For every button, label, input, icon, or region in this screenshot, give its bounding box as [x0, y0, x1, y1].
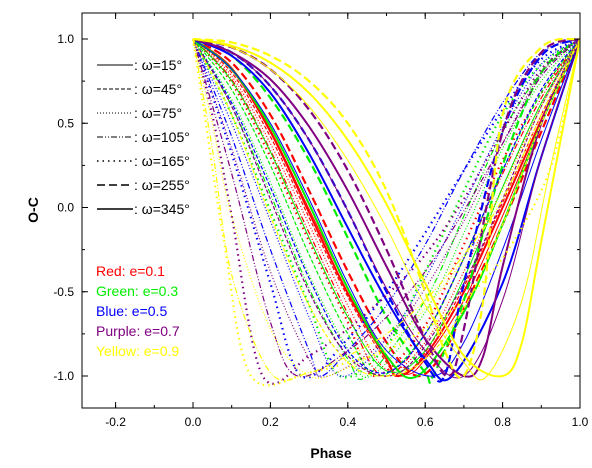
x-tick-label: 0.2 [262, 415, 279, 429]
series-e01-w345 [192, 38, 580, 378]
series-e05-w45 [192, 38, 580, 374]
x-tick-label: 0.6 [417, 415, 434, 429]
series-e03-w345 [192, 38, 580, 379]
series-e07-w105 [192, 38, 580, 378]
y-tick-label: -1.0 [53, 369, 74, 383]
series-e09-w45 [192, 38, 580, 377]
x-axis: -0.2 0.0 0.2 0.4 0.6 0.8 1.0 [105, 13, 589, 429]
eccentricity-legend: Red: e=0.1 Green: e=0.3 Blue: e=0.5 Purple:… [96, 263, 180, 359]
series-e03-w45 [192, 38, 580, 377]
series-e05-w165 [191, 38, 580, 379]
x-tick-label: 0.4 [339, 415, 356, 429]
series-e07-w255 [192, 37, 580, 378]
series-e05-w75 [192, 38, 580, 377]
series-e01-w75 [192, 38, 580, 372]
omega-legend-label: : ω=345° [134, 201, 190, 217]
omega-legend-label: : ω=105° [134, 129, 190, 145]
series-e07-w345 [192, 38, 580, 378]
y-tick-label: 1.0 [57, 32, 74, 46]
series-e03-w255 [192, 37, 580, 384]
series-e07-w75 [192, 38, 580, 378]
series-e01-w105 [192, 38, 580, 377]
y-tick-label: 0.5 [57, 116, 74, 130]
series-e09-w75 [192, 38, 580, 379]
ecc-legend-label: Yellow: e=0.9 [96, 343, 179, 359]
series-e09-w345 [192, 38, 580, 378]
series-curves [191, 37, 580, 387]
series-e03-w165 [192, 38, 580, 379]
series-e09-w165 [191, 38, 580, 387]
series-e03-w75 [192, 38, 580, 378]
y-tick-label: 0.0 [57, 201, 74, 215]
y-axis-label: O-C [25, 197, 41, 223]
series-e01-w255 [192, 38, 580, 378]
ecc-legend-label: Purple: e=0.7 [96, 323, 180, 339]
omega-legend-label: : ω=75° [134, 105, 182, 121]
omega-legend: : ω=15° : ω=45° : ω=75° : ω=105° : ω=165° : ω… [97, 57, 190, 217]
omega-legend-label: : ω=45° [134, 81, 182, 97]
series-e07-w15 [192, 38, 580, 379]
ecc-legend-label: Blue: e=0.5 [96, 303, 167, 319]
x-axis-label: Phase [310, 445, 351, 461]
series-e07-w45 [192, 38, 580, 377]
series-e01-w165 [192, 38, 580, 378]
series-e01-w45 [192, 38, 580, 378]
y-tick-label: -0.5 [53, 285, 74, 299]
series-e05-w345 [192, 38, 580, 382]
ecc-legend-label: Green: e=0.3 [96, 283, 178, 299]
series-e03-w15 [192, 38, 580, 373]
plot-frame [81, 12, 581, 409]
x-tick-label: 0.0 [185, 415, 202, 429]
series-e01-w15 [192, 38, 580, 375]
omega-legend-label: : ω=165° [134, 153, 190, 169]
series-e09-w255 [192, 37, 580, 380]
series-e03-w105 [192, 38, 580, 381]
x-tick-label: 1.0 [572, 415, 589, 429]
series-e09-w105 [192, 38, 580, 382]
x-tick-label: 0.8 [494, 415, 511, 429]
omega-legend-label: : ω=255° [134, 177, 190, 193]
x-tick-label: -0.2 [105, 415, 126, 429]
series-e05-w15 [192, 38, 580, 377]
ecc-legend-label: Red: e=0.1 [96, 263, 165, 279]
series-e05-w105 [192, 38, 580, 377]
series-e07-w165 [191, 38, 580, 385]
y-axis: -1.0 -0.5 0.0 0.5 1.0 [53, 32, 580, 383]
omega-legend-label: : ω=15° [134, 57, 182, 73]
